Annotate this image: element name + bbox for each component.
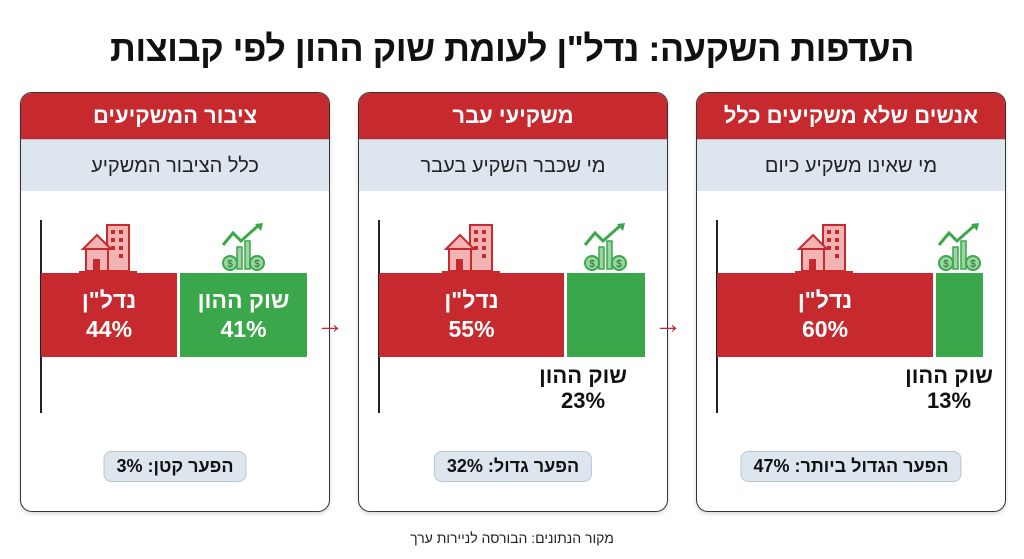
capital-market-segment (567, 273, 645, 357)
svg-text:$: $ (227, 259, 233, 270)
capital-market-icon: $ $ (221, 223, 267, 278)
gap-badge: הפער הגדול ביותר: 47% (740, 451, 962, 482)
group-panel: משקיעי עבר מי שכבר השקיע בעבר $ $ נדל"ן 5… (358, 92, 668, 512)
gap-badge: הפער קטן: 3% (103, 451, 247, 482)
real-estate-segment: נדל"ן 44% (41, 273, 177, 357)
capital-market-value: 23% (561, 388, 606, 414)
svg-text:$: $ (943, 259, 949, 270)
real-estate-label: נדל"ן (81, 287, 137, 314)
panel-header: אנשים שלא משקיעים כלל (697, 93, 1005, 139)
preference-bar: נדל"ן 55% (379, 273, 645, 357)
capital-market-label: שוק ההון (197, 287, 290, 314)
real-estate-value: 44% (85, 316, 133, 342)
arrow-right-icon: → (316, 308, 344, 339)
group-panel: ציבור המשקיעים כלל הציבור המשקיע $ $ נדל"… (20, 92, 330, 512)
svg-text:$: $ (589, 259, 595, 270)
real-estate-value: 55% (448, 316, 495, 342)
capital-market-icon: $ $ (937, 223, 983, 278)
real-estate-icon (441, 223, 502, 278)
panel-subheader: מי שכבר השקיע בעבר (359, 139, 667, 191)
panel-header: משקיעי עבר (359, 93, 667, 139)
axis-line (716, 220, 718, 413)
capital-market-segment (936, 273, 983, 357)
real-estate-icon (795, 223, 855, 278)
svg-text:$: $ (970, 259, 976, 270)
capital-market-icon: $ $ (583, 223, 629, 278)
capital-market-label: שוק ההון (539, 363, 627, 388)
group-panel: אנשים שלא משקיעים כלל מי שאינו משקיע כיו… (696, 92, 1006, 512)
real-estate-segment: נדל"ן 55% (379, 273, 564, 357)
capital-market-outside-label: שוק ההון 23% (539, 363, 627, 414)
real-estate-icon (79, 223, 139, 278)
source-note: מקור הנתונים: הבורסה לניירות ערך (410, 530, 614, 546)
preference-bar: נדל"ן 60% (717, 273, 983, 357)
capital-market-label: שוק ההון (905, 363, 993, 388)
arrow-right-icon: → (654, 308, 682, 339)
capital-market-value: 13% (927, 388, 972, 414)
preference-bar: נדל"ן 44% שוק ההון 41% (41, 273, 307, 357)
real-estate-label: נדל"ן (444, 287, 499, 314)
svg-text:$: $ (616, 259, 622, 270)
real-estate-value: 60% (801, 316, 849, 342)
gap-badge: הפער גדול: 32% (433, 451, 593, 482)
real-estate-label: נדל"ן (797, 287, 853, 314)
capital-market-segment: שוק ההון 41% (180, 273, 307, 357)
capital-market-value: 41% (220, 316, 267, 342)
svg-text:$: $ (254, 259, 260, 270)
panel-header: ציבור המשקיעים (21, 93, 329, 139)
axis-line (40, 220, 42, 413)
capital-market-outside-label: שוק ההון 13% (905, 363, 993, 414)
real-estate-segment: נדל"ן 60% (717, 273, 933, 357)
page-title: העדפות השקעה: נדל"ן לעומת שוק ההון לפי ק… (110, 28, 914, 69)
axis-line (378, 220, 380, 413)
panel-subheader: מי שאינו משקיע כיום (697, 139, 1005, 191)
panel-subheader: כלל הציבור המשקיע (21, 139, 329, 191)
